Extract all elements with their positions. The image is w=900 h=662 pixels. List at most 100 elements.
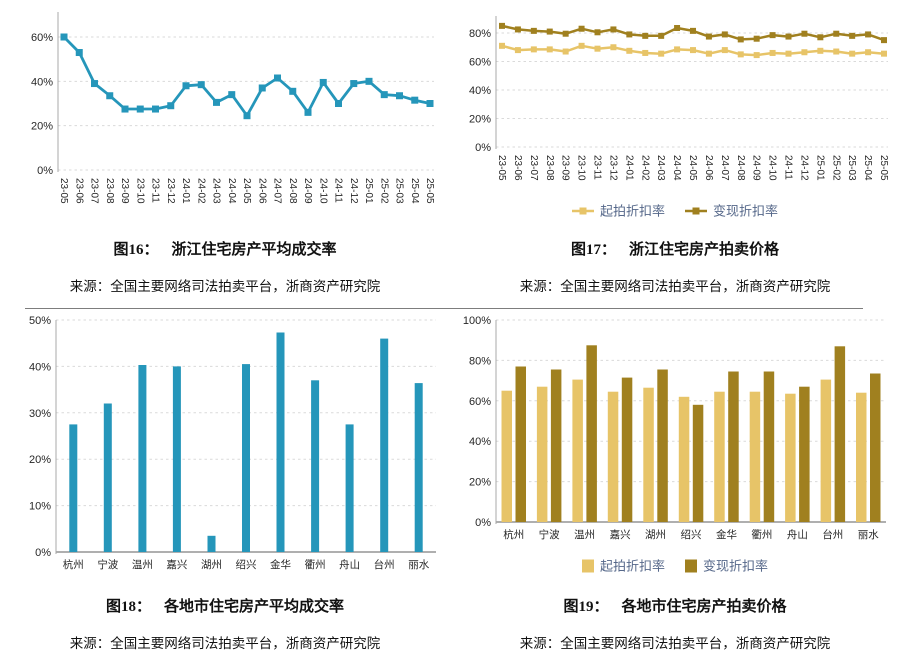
figure19-bar-chart: 0% 20% 40% 60% 80% 100% 杭州 宁波 温州 嘉兴 湖州 绍兴 金华 衢州 舟山 台州 丽水…: [450, 310, 900, 594]
x-tick-label: 24-06: [703, 155, 714, 181]
chart-canvas: 0% 20% 40% 60% 80% 23-05 23-06 23-07 23-08 23-09 2…: [469, 16, 889, 219]
bar: [311, 380, 320, 552]
y-tick-label: 80%: [469, 28, 491, 40]
data-line: [63, 36, 431, 118]
y-tick-label: 20%: [469, 477, 491, 489]
x-tick-label: 23-09: [560, 155, 571, 181]
bar: [728, 371, 739, 522]
data-point-marker: [801, 30, 808, 37]
x-category-label: 杭州: [503, 528, 524, 541]
data-point-marker: [865, 31, 872, 38]
x-tick-label: 24-08: [735, 155, 746, 181]
x-category-label: 绍兴: [681, 528, 702, 541]
data-point-marker: [274, 74, 281, 82]
bar: [870, 373, 881, 522]
y-tick-label: 60%: [469, 396, 491, 408]
y-tick-label: 0%: [37, 165, 53, 177]
y-tick-label: 20%: [31, 121, 53, 133]
x-category-label: 温州: [132, 559, 153, 571]
figure18-source: 来源：全国主要网络司法拍卖平台，浙商资产研究院: [69, 636, 381, 651]
y-tick-label: 30%: [29, 408, 51, 420]
x-tick-label: 25-05: [878, 155, 889, 181]
y-tick-label: 20%: [29, 454, 51, 466]
chart-canvas: 0% 20% 40% 60% 80% 100% 杭州 宁波 温州 嘉兴 湖州 绍兴 金华 衢州 舟山 台州 丽水…: [463, 315, 886, 574]
data-point-marker: [642, 49, 649, 56]
legend-square-marker: [692, 207, 700, 215]
x-tick-label: 24-07: [272, 178, 283, 204]
x-tick-label: 24-09: [751, 155, 762, 181]
x-tick-label: 25-05: [424, 178, 435, 204]
y-tick-label: 0%: [475, 142, 491, 154]
data-point-marker: [705, 50, 712, 57]
bar: [621, 377, 633, 522]
y-tick-label: 60%: [469, 57, 491, 69]
x-category-label: 嘉兴: [610, 528, 631, 541]
figure-19: 0% 20% 40% 60% 80% 100% 杭州 宁波 温州 嘉兴 湖州 绍兴 金华 衢州 舟山 台州 丽水…: [450, 310, 900, 662]
x-tick-label: 23-08: [544, 155, 555, 181]
data-point-marker: [690, 47, 696, 54]
data-point-marker: [610, 26, 617, 33]
x-category-label: 嘉兴: [166, 558, 187, 571]
x-tick-label: 24-11: [333, 178, 344, 203]
y-tick-label: 0%: [475, 517, 491, 529]
data-point-marker: [514, 26, 521, 33]
x-tick-label: 24-04: [671, 155, 682, 181]
data-point-marker: [881, 50, 887, 57]
bar: [276, 332, 285, 552]
bar: [572, 379, 583, 522]
x-tick-label: 24-02: [195, 178, 206, 204]
chart-canvas: 0% 20% 40% 60% 23-05 23-06 23-07 23-08 23-09 23-1…: [31, 12, 435, 204]
data-point-marker: [319, 78, 327, 86]
data-point-marker: [594, 29, 601, 36]
data-point-marker: [91, 80, 98, 88]
x-tick-label: 25-03: [846, 155, 857, 181]
x-category-label: 丽水: [858, 529, 880, 541]
data-point-marker: [304, 108, 312, 116]
y-tick-label: 80%: [469, 355, 491, 367]
x-tick-label: 25-03: [394, 178, 405, 204]
bar: [172, 366, 181, 552]
data-point-marker: [721, 47, 728, 54]
data-point-marker: [881, 37, 887, 44]
data-point-marker: [737, 51, 744, 58]
figure17-line-chart: 0% 20% 40% 60% 80% 23-05 23-06 23-07 23-08 23-09 2…: [450, 0, 900, 232]
x-tick-label: 24-06: [256, 178, 267, 204]
x-tick-label: 23-10: [134, 178, 145, 204]
legend-swatch: [685, 559, 697, 573]
legend-label: 起拍折扣率: [600, 559, 665, 574]
x-tick-label: 25-01: [814, 155, 825, 181]
x-category-label: 湖州: [645, 529, 666, 541]
bar: [515, 366, 526, 522]
data-point-marker: [626, 47, 633, 54]
bar: [138, 365, 147, 552]
figure19-source: 来源：全国主要网络司法拍卖平台，浙商资产研究院: [519, 636, 831, 651]
bar: [536, 386, 548, 522]
x-tick-label: 23-06: [512, 155, 523, 181]
data-point-marker: [562, 48, 569, 55]
x-tick-label: 25-01: [363, 178, 374, 204]
x-tick-label: 24-09: [302, 178, 313, 204]
data-point-marker: [365, 77, 373, 85]
bar: [678, 396, 690, 522]
y-tick-label: 20%: [469, 114, 491, 126]
x-tick-label: 24-10: [317, 178, 328, 204]
data-point-marker: [785, 50, 792, 57]
x-category-label: 湖州: [201, 559, 222, 571]
x-tick-label: 25-04: [862, 155, 873, 181]
bar: [414, 383, 423, 552]
x-tick-label: 24-01: [180, 178, 191, 204]
bar: [207, 535, 216, 552]
data-point-marker: [849, 50, 856, 57]
data-point-marker: [335, 100, 342, 107]
data-point-marker: [213, 98, 220, 106]
x-tick-label: 23-11: [150, 178, 161, 203]
data-point-marker: [594, 45, 601, 52]
bar: [834, 346, 846, 522]
x-category-label: 绍兴: [236, 558, 257, 571]
figure18-caption: 图18： 各地市住宅房产平均成交率: [106, 598, 344, 616]
bar: [643, 387, 654, 522]
data-point-marker: [546, 28, 553, 35]
y-tick-label: 60%: [31, 32, 53, 44]
x-tick-label: 23-09: [119, 178, 130, 204]
